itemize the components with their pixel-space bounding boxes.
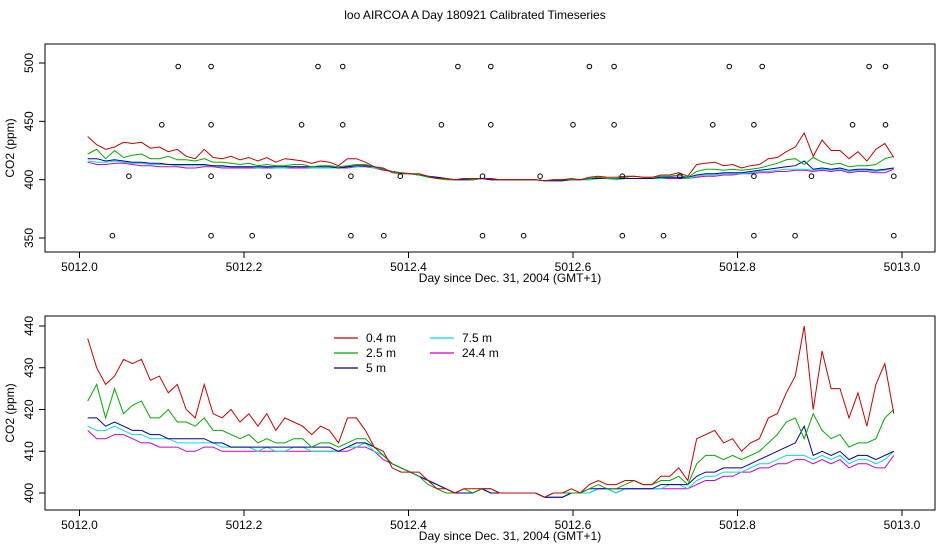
series-lines (87, 131, 895, 182)
y-tick-label: 500 (22, 53, 36, 73)
x-tick-label: 5012.8 (719, 260, 756, 274)
series-line-0-4-m (87, 325, 895, 498)
y-tick-label: 440 (22, 316, 36, 336)
legend: 0.4 m2.5 m5 m 7.5 m24.4 m (334, 331, 499, 375)
data-point (882, 63, 889, 70)
data-point (808, 173, 815, 179)
data-point (208, 173, 214, 179)
data-point (570, 122, 576, 128)
data-point (726, 63, 733, 70)
x-tick-label: 5013.0 (884, 518, 921, 532)
series-line-5-m (87, 417, 895, 498)
y-tick-label: 350 (22, 228, 36, 248)
x-axis: 5012.0 5012.2 5012.4 5012.6 5012.8 5013.0 Day … (61, 510, 921, 543)
series-lines (87, 325, 895, 498)
x-tick-label: 5012.6 (555, 518, 592, 532)
data-point (619, 232, 626, 239)
data-point (126, 173, 132, 179)
data-point (866, 63, 872, 70)
data-point (891, 232, 897, 239)
legend-label: 7.5 m (462, 331, 492, 345)
series-line-3 (87, 160, 894, 182)
plot-frame (44, 315, 936, 511)
data-point (488, 122, 494, 128)
data-point (891, 173, 897, 179)
y-tick-label: 400 (22, 483, 36, 503)
y-axis: 350 400 450 500 CO2 (ppm) (3, 53, 45, 248)
y-axis-label: CO2 (ppm) (3, 118, 17, 177)
data-point (249, 232, 255, 239)
series-line-0 (87, 131, 895, 182)
data-point (619, 173, 626, 179)
data-point (537, 173, 543, 179)
data-point (479, 232, 486, 239)
legend-label: 5 m (366, 361, 386, 375)
x-tick-label: 5012.0 (61, 518, 98, 532)
series-line-7-5-m (87, 425, 895, 498)
data-point (849, 122, 856, 128)
data-point (751, 232, 757, 239)
data-point (751, 173, 757, 179)
calibration-points (109, 63, 897, 239)
bottom-panel: 5012.0 5012.2 5012.4 5012.6 5012.8 5013.0 Day … (3, 315, 936, 543)
data-point (751, 122, 757, 128)
data-point (660, 232, 667, 239)
legend-label: 0.4 m (366, 331, 396, 345)
data-point (479, 173, 486, 179)
data-point (488, 63, 494, 70)
data-point (298, 122, 305, 128)
data-point (339, 63, 346, 70)
data-point (208, 63, 214, 70)
x-axis: 5012.0 5012.2 5012.4 5012.6 5012.8 5013.0 Day … (61, 252, 921, 285)
data-point (208, 232, 214, 239)
x-tick-label: 5012.4 (390, 518, 427, 532)
series-line-2 (87, 158, 894, 182)
y-tick-label: 400 (22, 169, 36, 189)
data-point (677, 173, 683, 179)
x-tick-label: 5012.2 (226, 518, 263, 532)
data-point (109, 232, 116, 239)
data-point (175, 63, 181, 70)
data-point (792, 232, 798, 239)
data-point (208, 122, 214, 128)
data-point (438, 122, 445, 128)
data-point (611, 63, 617, 70)
y-tick-label: 410 (22, 441, 36, 461)
y-tick-label: 450 (22, 111, 36, 131)
legend-label: 2.5 m (366, 346, 396, 360)
x-axis-label: Day since Dec. 31, 2004 (GMT+1) (419, 271, 601, 285)
data-point (710, 122, 716, 128)
data-point (348, 173, 354, 179)
data-point (520, 232, 527, 239)
data-point (882, 122, 889, 128)
data-point (611, 122, 617, 128)
data-point (759, 63, 766, 70)
y-axis-label: CO2 (ppm) (3, 383, 17, 442)
x-tick-label: 5012.6 (555, 260, 592, 274)
data-point (159, 122, 165, 128)
chart-title: loo AIRCOA A Day 180921 Calibrated Times… (344, 8, 606, 22)
x-tick-label: 5013.0 (884, 260, 921, 274)
x-tick-label: 5012.0 (61, 260, 98, 274)
plot-frame (44, 43, 936, 253)
data-point (381, 232, 387, 239)
y-tick-label: 430 (22, 357, 36, 377)
data-point (455, 63, 461, 70)
x-axis-label: Day since Dec. 31, 2004 (GMT+1) (419, 529, 601, 543)
data-point (265, 173, 272, 179)
legend-label: 24.4 m (462, 346, 499, 360)
x-tick-label: 5012.2 (226, 260, 263, 274)
data-point (339, 122, 346, 128)
data-point (348, 232, 354, 239)
y-axis: 400 410 420 430 440 CO2 (ppm) (3, 316, 45, 503)
data-point (586, 63, 593, 70)
x-tick-label: 5012.8 (719, 518, 756, 532)
top-panel: 5012.0 5012.2 5012.4 5012.6 5012.8 5013.0 Day … (3, 43, 936, 285)
y-tick-label: 420 (22, 399, 36, 419)
data-point (397, 173, 404, 179)
data-point (315, 63, 321, 70)
x-tick-label: 5012.4 (390, 260, 427, 274)
